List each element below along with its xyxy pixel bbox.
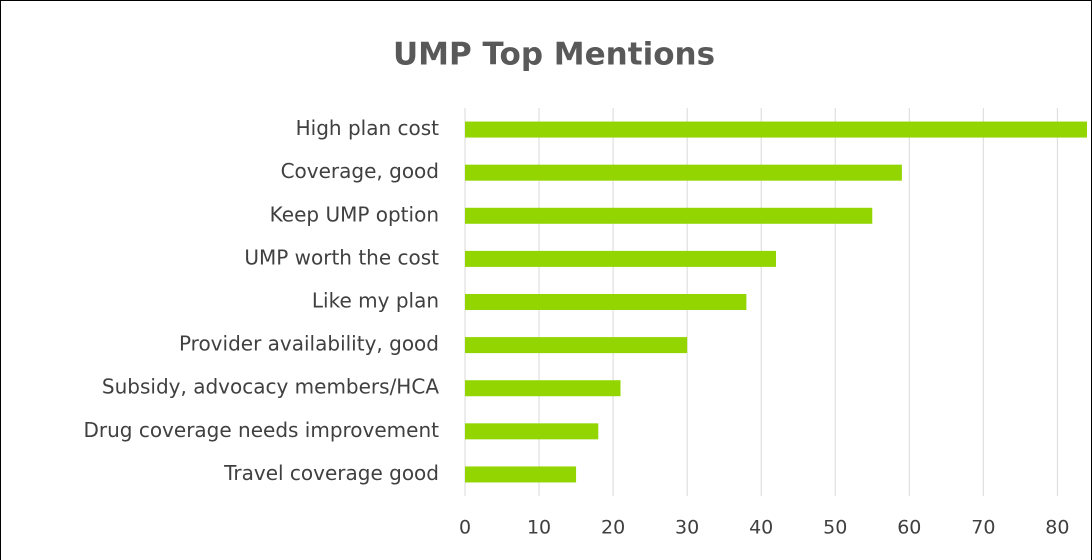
x-tick-label: 40 [749,517,773,539]
x-tick-label: 0 [459,517,471,539]
y-tick-label: Like my plan [312,289,439,313]
x-tick-label: 50 [823,517,847,539]
y-tick-label: Keep UMP option [270,202,439,226]
y-tick-label: Drug coverage needs improvement [83,418,439,442]
x-tick-label: 10 [527,517,551,539]
bar [465,121,1087,138]
x-tick-label: 70 [971,517,995,539]
x-tick-label: 60 [897,517,921,539]
bar [465,250,776,267]
bar [465,337,688,354]
y-tick-label: UMP worth the cost [244,245,439,269]
y-tick-label: Coverage, good [281,159,439,183]
x-tick-label: 80 [1045,517,1069,539]
chart-title: UMP Top Mentions [393,37,715,73]
bar [465,164,902,181]
bar [465,207,873,224]
y-tick-label: Subsidy, advocacy members/HCA [102,375,439,399]
x-tick-label: 30 [675,517,699,539]
bar [465,380,621,397]
x-tick-label: 20 [601,517,625,539]
y-tick-label: Provider availability, good [179,332,439,356]
bar [465,294,747,310]
bar [465,423,599,440]
bar [465,466,577,483]
y-tick-label: Travel coverage good [223,461,439,485]
y-tick-label: High plan cost [296,116,440,140]
